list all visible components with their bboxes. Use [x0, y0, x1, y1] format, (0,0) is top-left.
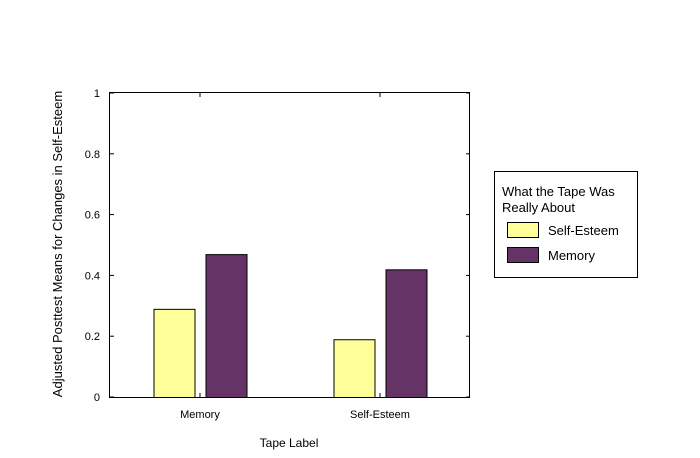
legend-swatch-memory	[507, 247, 539, 263]
x-axis: Memory Self-Esteem	[180, 93, 410, 421]
bar-memory-memory	[205, 254, 248, 398]
y-tick-label: 0.8	[85, 149, 100, 161]
legend: What the Tape Was Really About Self-Este…	[494, 171, 638, 278]
bar-memory-self-esteem	[153, 308, 196, 398]
y-tick-label: 0.6	[85, 210, 100, 222]
y-tick-label: 0	[94, 392, 100, 404]
bar-self-esteem-self-esteem	[333, 339, 376, 398]
bar-self-esteem-memory	[385, 269, 428, 399]
legend-title-line1: What the Tape Was	[502, 184, 615, 199]
y-tick-label: 1	[94, 88, 100, 100]
x-tick-label: Memory	[180, 409, 220, 421]
y-axis-title: Adjusted Posttest Means for Changes in S…	[50, 91, 65, 397]
x-axis-title: Tape Label	[260, 436, 319, 450]
y-tick-label: 0.4	[85, 270, 100, 282]
bars	[153, 254, 428, 399]
legend-title-line2: Really About	[502, 200, 575, 215]
legend-label-memory: Memory	[548, 248, 595, 263]
y-axis: 0 0.2 0.4 0.6 0.8 1	[85, 88, 470, 404]
x-tick-label: Self-Esteem	[350, 409, 410, 421]
y-tick-label: 0.2	[85, 331, 100, 343]
legend-label-self-esteem: Self-Esteem	[548, 223, 619, 238]
legend-swatch-self-esteem	[507, 222, 539, 238]
